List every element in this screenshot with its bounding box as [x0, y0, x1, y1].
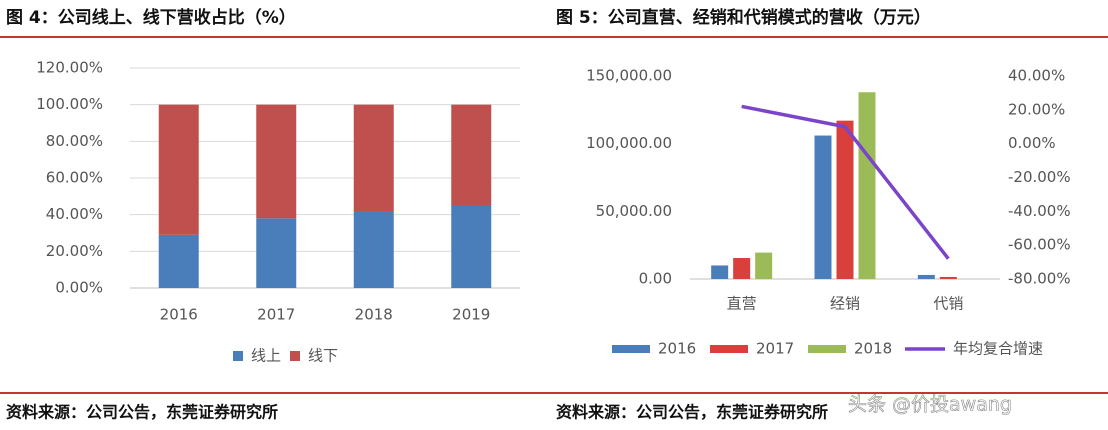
bar [353, 104, 394, 211]
source: 资料来源：公司公告，东莞证券研究所 [6, 403, 278, 422]
legend-swatch [233, 351, 243, 361]
bar [451, 104, 492, 206]
legend-label: 年均复合增速 [953, 340, 1043, 358]
bar [451, 205, 492, 288]
bar [256, 104, 297, 219]
legend-label: 2017 [756, 340, 794, 358]
x-tick-label: 2018 [355, 306, 393, 324]
legend-swatch [612, 345, 650, 353]
y-tick-label: 120.00% [36, 59, 103, 77]
legend-label: 2018 [854, 340, 892, 358]
y-tick-label: 100.00% [36, 95, 103, 113]
y-tick-label: 150,000.00 [586, 67, 672, 85]
x-tick-label: 2016 [160, 306, 198, 324]
bar [353, 211, 394, 288]
x-tick-label: 代销 [933, 295, 963, 313]
legend-swatch [808, 345, 846, 353]
y2-tick-label: 0.00% [1008, 134, 1056, 152]
bar [755, 252, 773, 279]
x-tick-label: 直营 [727, 295, 757, 313]
x-tick-label: 经销 [830, 295, 860, 313]
y2-tick-label: 40.00% [1008, 67, 1065, 85]
bar [733, 258, 751, 279]
bar [711, 265, 729, 279]
bar [256, 218, 297, 288]
bar [158, 104, 199, 235]
bar [836, 120, 854, 279]
legend-label: 线下 [308, 347, 338, 365]
y-tick-label: 20.00% [46, 242, 103, 260]
line-series [741, 104, 950, 260]
source: 资料来源：公司公告，东莞证券研究所 [556, 403, 828, 422]
watermark: 头条 @价投awang [848, 394, 1012, 416]
bar [858, 92, 876, 280]
y-tick-label: 80.00% [46, 132, 103, 150]
legend-label: 2016 [658, 340, 696, 358]
x-tick-label: 2017 [257, 306, 295, 324]
bar [158, 234, 199, 288]
y2-tick-label: 20.00% [1008, 100, 1065, 118]
y2-tick-label: -60.00% [1008, 236, 1071, 254]
y-tick-label: 50,000.00 [596, 202, 672, 220]
y2-tick-label: -20.00% [1008, 168, 1071, 186]
y-tick-label: 0.00% [55, 279, 103, 297]
bar [917, 274, 935, 279]
y2-tick-label: -80.00% [1008, 270, 1071, 288]
legend-swatch [710, 345, 748, 353]
y-tick-label: 100,000.00 [586, 134, 672, 152]
y-tick-label: 0.00 [639, 270, 672, 288]
y-tick-label: 40.00% [46, 205, 103, 223]
x-tick-label: 2019 [452, 306, 490, 324]
chart-title: 图 5：公司直营、经销和代销模式的营收（万元） [556, 7, 931, 28]
legend-label: 线上 [251, 347, 281, 365]
legend-swatch [290, 351, 300, 361]
y-tick-label: 60.00% [46, 169, 103, 187]
bar [814, 135, 832, 279]
chart-title: 图 4：公司线上、线下营收占比（%） [6, 7, 296, 28]
bar [939, 276, 957, 279]
y2-tick-label: -40.00% [1008, 202, 1071, 220]
